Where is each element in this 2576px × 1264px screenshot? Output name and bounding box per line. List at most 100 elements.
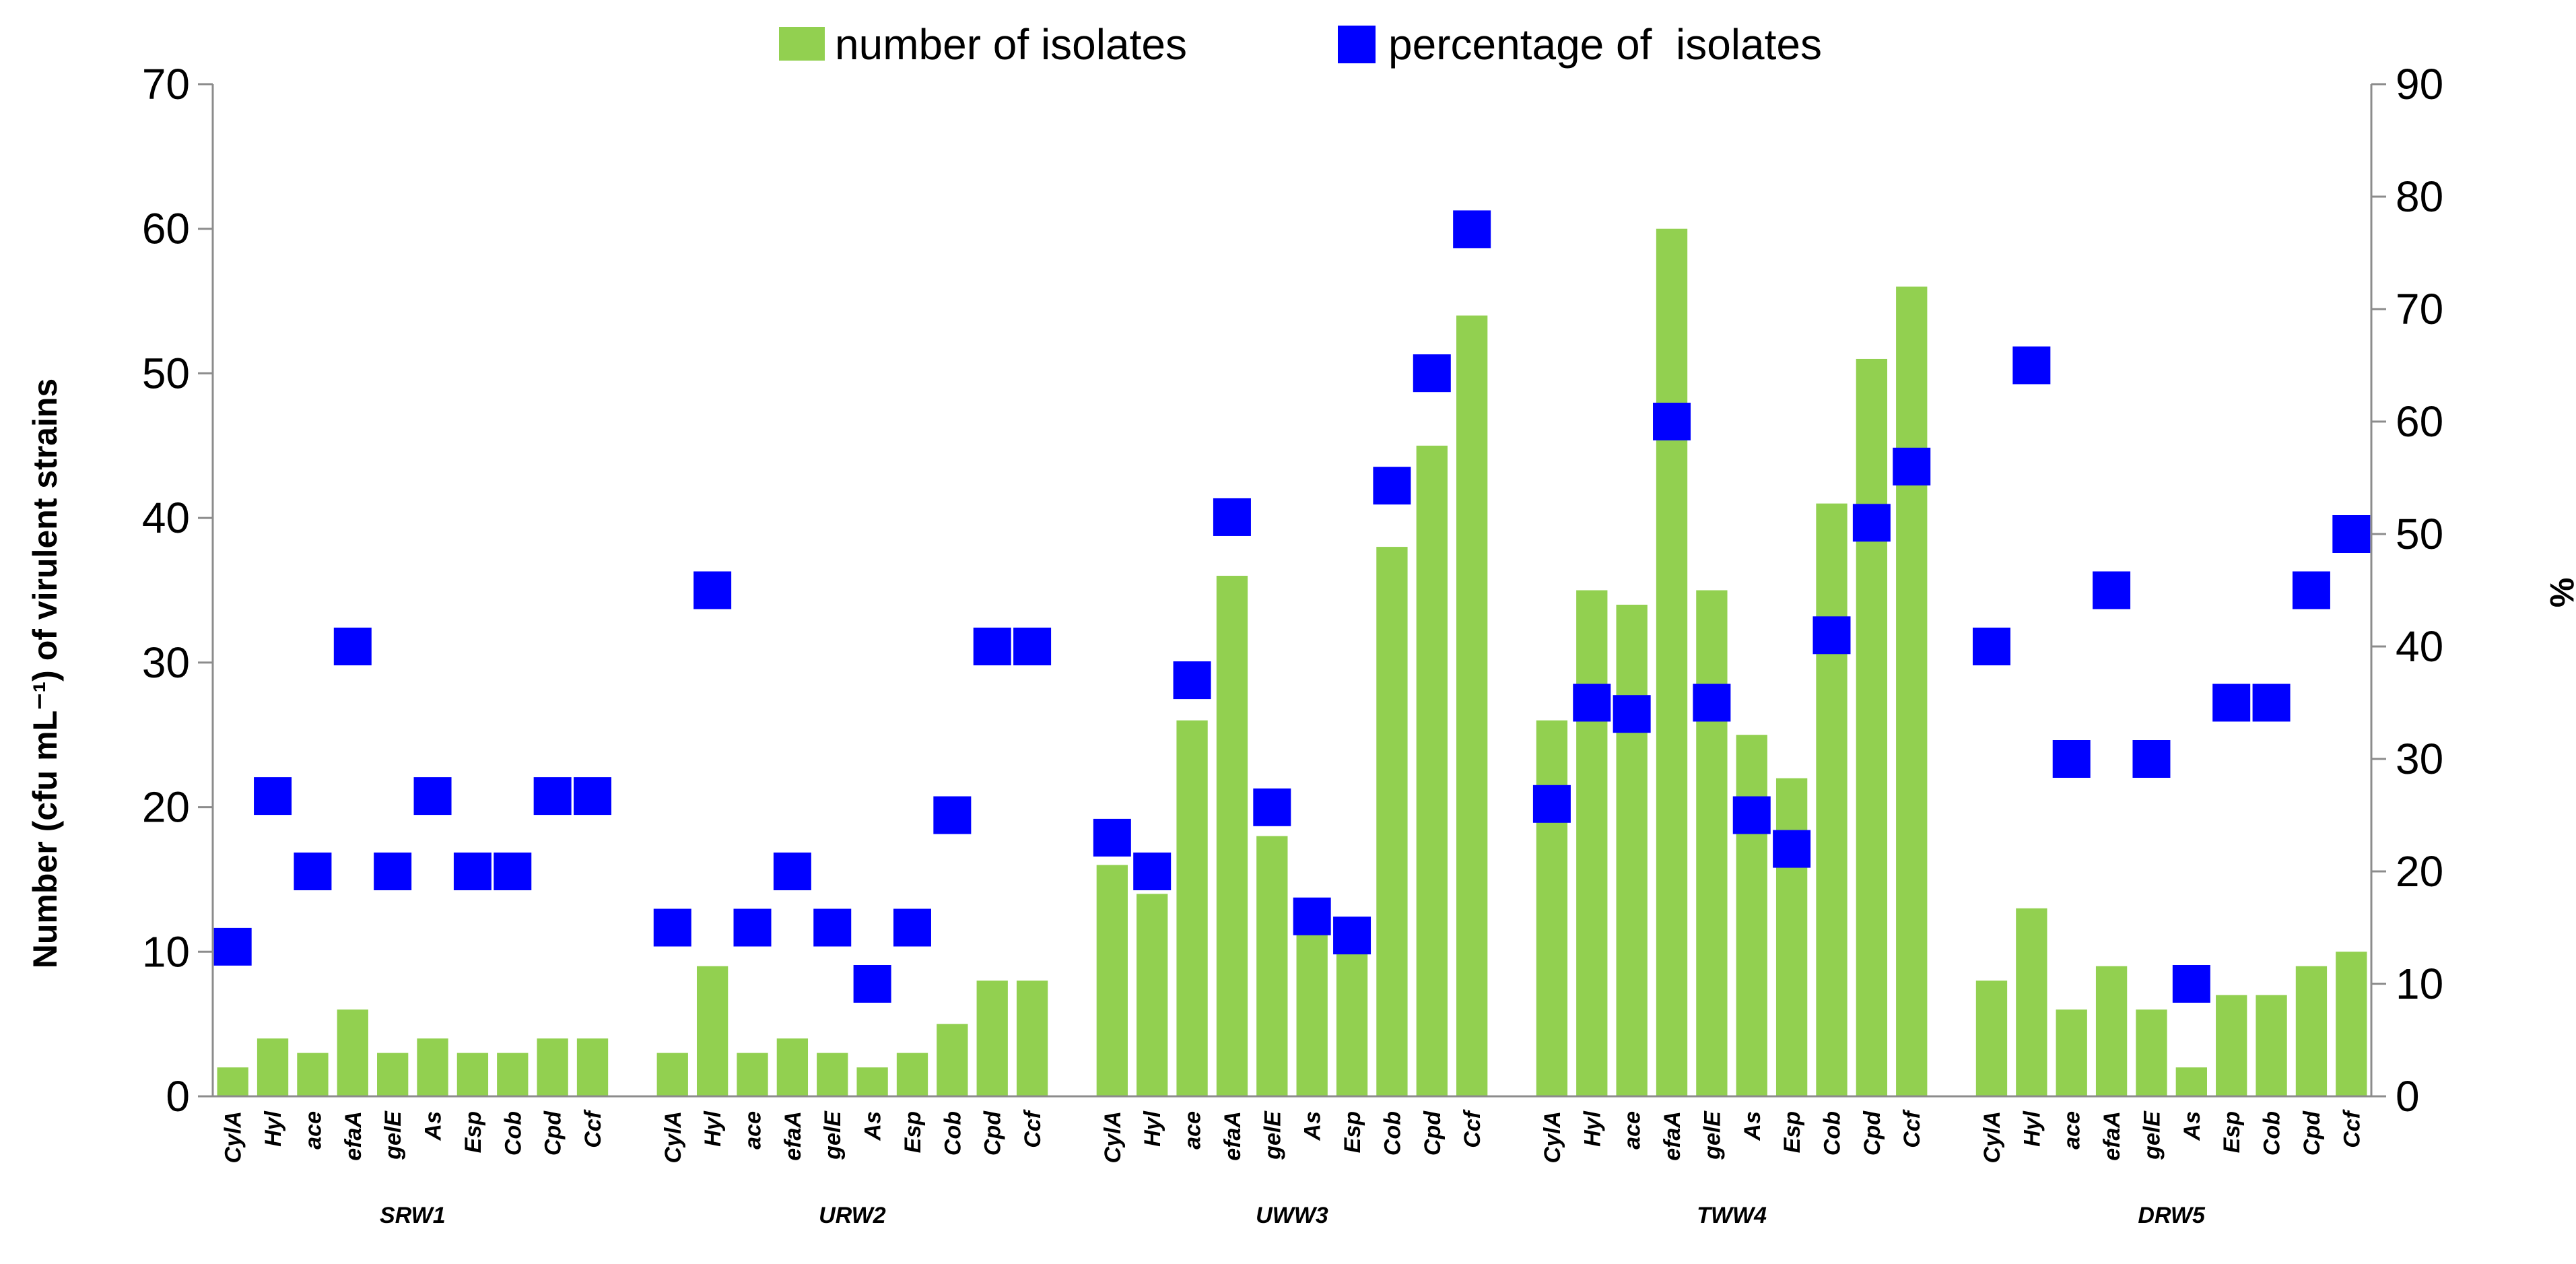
bar-UWW3-ace [1176,720,1208,1096]
bar-UWW3-Esp [1336,937,1368,1096]
left-tick-label: 30 [142,638,190,687]
marker-DRW5-ace [2052,740,2091,778]
y2-axis-title: % [2543,578,2576,607]
bar-URW2-As [856,1067,888,1096]
category-label: Esp [461,1111,486,1153]
bar-SRW1-As [417,1038,448,1096]
bar-TWW4-Cpd [1856,358,1888,1096]
right-tick-label: 10 [2396,960,2443,1008]
right-tick-label: 80 [2396,172,2443,221]
right-tick-label: 40 [2396,622,2443,671]
legend: number of isolates percentage of isolate… [779,20,1822,69]
bar-URW2-Cob [937,1024,968,1096]
bar-DRW5-CylA [1975,980,2008,1096]
bar-SRW1-gelE [377,1053,409,1096]
right-tick-label: 70 [2396,285,2443,333]
category-label: ace [1180,1111,1206,1150]
category-label: efaA [1660,1111,1685,1161]
marker-UWW3-Esp [1333,917,1371,955]
marker-TWW4-Ccf [1893,447,1931,486]
marker-SRW1-gelE [374,853,412,890]
category-label: Hyl [261,1110,286,1146]
category-label: ace [741,1111,766,1150]
category-label: CylA [660,1111,686,1163]
marker-TWW4-Hyl [1573,684,1611,722]
bar-SRW1-Ccf [576,1038,609,1096]
category-labels: CylA Hyl ace efaA gelE As Esp Cob Cpd Ccf CylA Hyl a… [221,1108,2365,1163]
bar-SRW1-Esp [456,1053,489,1096]
marker-TWW4-ace [1613,695,1651,733]
category-label: CylA [1979,1111,2005,1163]
marker-SRW1-As [413,777,452,816]
group-label-TWW4: TWW4 [1697,1203,1767,1228]
category-label: As [1300,1111,1326,1141]
bar-UWW3-Ccf [1456,315,1488,1096]
category-label: Cpd [2299,1110,2325,1156]
bar-DRW5-gelE [2136,1009,2167,1096]
category-label: Hyl [1140,1110,1165,1146]
marker-TWW4-Esp [1773,830,1811,868]
marker-DRW5-Ccf [2332,515,2371,553]
bar-UWW3-gelE [1256,836,1288,1096]
legend-marker-label: percentage of isolates [1388,20,1822,69]
bar-DRW5-efaA [2095,966,2128,1096]
category-label: As [2179,1111,2205,1141]
bar-DRW5-Cob [2256,995,2287,1096]
category-label: gelE [1699,1110,1725,1160]
bar-DRW5-Cpd [2295,966,2328,1096]
category-label: CylA [1100,1111,1126,1163]
bar-TWW4-Ccf [1896,286,1928,1097]
marker-DRW5-gelE [2132,740,2171,778]
marker-UWW3-Cpd [1413,354,1451,393]
category-label: efaA [780,1111,806,1161]
bar-TWW4-As [1736,735,1767,1096]
category-label: Ccf [580,1108,606,1147]
category-label: ace [300,1111,326,1150]
group-labels: SRW1 URW2 UWW3 TWW4 DRW5 [380,1203,2206,1228]
bar-URW2-Hyl [696,966,728,1096]
category-label: Esp [1340,1111,1365,1153]
category-label: ace [2060,1111,2085,1150]
marker-DRW5-Hyl [2012,346,2051,385]
category-label: Esp [1780,1111,1805,1153]
bar-TWW4-Cob [1816,503,1848,1096]
right-tick-label: 60 [2396,397,2443,446]
bar-UWW3-As [1296,923,1328,1096]
bar-DRW5-Esp [2216,995,2247,1096]
percentage-markers [213,210,2371,1003]
category-label: Cpd [1860,1110,1885,1156]
marker-UWW3-gelE [1253,788,1291,826]
category-label: efaA [2099,1111,2125,1161]
marker-UWW3-Ccf [1453,210,1491,248]
right-tick-label: 30 [2396,735,2443,783]
marker-SRW1-efaA [333,628,372,665]
marker-TWW4-Cob [1812,616,1851,655]
category-label: Esp [900,1111,926,1153]
bar-DRW5-ace [2056,1009,2087,1096]
category-label: Ccf [1460,1108,1485,1147]
marker-UWW3-CylA [1093,818,1131,857]
group-label-SRW1: SRW1 [380,1203,446,1228]
bar-TWW4-efaA [1656,228,1688,1096]
bar-UWW3-Hyl [1137,894,1168,1096]
bar-DRW5-Ccf [2336,952,2367,1096]
bar-TWW4-ace [1616,604,1648,1096]
marker-UWW3-Cob [1373,467,1411,505]
bar-SRW1-CylA [217,1067,248,1096]
bar-UWW3-Cob [1376,547,1408,1096]
category-label: As [421,1111,446,1141]
bar-SRW1-efaA [337,1009,368,1096]
marker-DRW5-Cpd [2292,571,2330,609]
legend-bar-swatch [779,27,825,61]
right-tick-label: 0 [2396,1072,2420,1121]
category-label: CylA [221,1111,246,1163]
bar-TWW4-Esp [1775,778,1808,1096]
bar-SRW1-Hyl [257,1038,289,1096]
marker-UWW3-As [1293,897,1331,935]
marker-URW2-gelE [813,908,852,947]
legend-bar-label: number of isolates [835,20,1187,69]
bar-TWW4-CylA [1536,720,1568,1096]
bar-TWW4-gelE [1696,590,1728,1096]
category-label: Cpd [1420,1110,1446,1156]
marker-URW2-ace [733,908,772,947]
